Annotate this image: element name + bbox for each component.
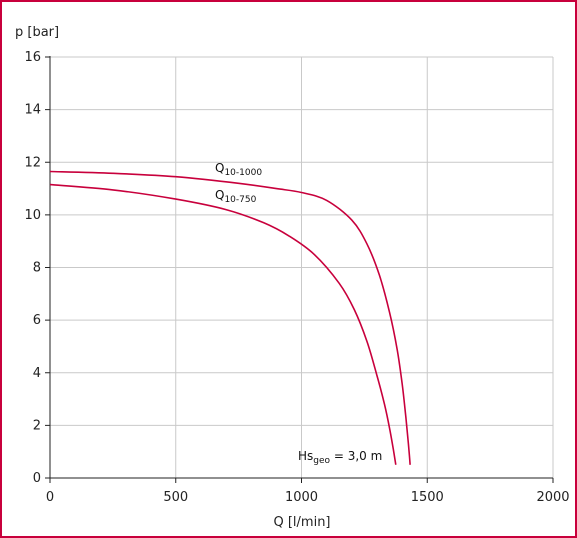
series-lines <box>49 170 411 465</box>
grid <box>50 56 554 478</box>
y-tick-label-4: 4 <box>33 366 41 381</box>
y-tick-label-0: 0 <box>33 471 41 486</box>
series-label-q10-1000: Q10-1000 <box>215 161 262 178</box>
y-tick-label-10: 10 <box>24 208 41 223</box>
y-tick-label-12: 12 <box>24 155 41 170</box>
x-tick-label-1000: 1000 <box>285 490 318 505</box>
hs-geo-annotation: Hsgeo = 3,0 m <box>298 449 382 466</box>
y-tick-label-16: 16 <box>24 50 41 65</box>
series-label-q10-750: Q10-750 <box>215 188 257 205</box>
y-tick-labels: 0 2 4 6 8 10 12 14 16 <box>24 50 50 486</box>
series-line-1 <box>49 183 397 465</box>
y-tick-label-8: 8 <box>33 261 41 276</box>
x-tick-label-1500: 1500 <box>411 490 444 505</box>
y-tick-label-14: 14 <box>24 103 41 118</box>
x-tick-label-0: 0 <box>46 490 54 505</box>
y-tick-label-6: 6 <box>33 313 41 328</box>
x-tick-labels: 0 500 1000 1500 2000 <box>46 478 570 505</box>
x-axis-label: Q [l/min] <box>273 515 330 530</box>
x-tick-label-500: 500 <box>163 490 188 505</box>
y-axis-label: p [bar] <box>15 25 59 40</box>
x-tick-label-2000: 2000 <box>536 490 569 505</box>
y-tick-label-2: 2 <box>33 418 41 433</box>
series-line-0 <box>49 170 411 465</box>
